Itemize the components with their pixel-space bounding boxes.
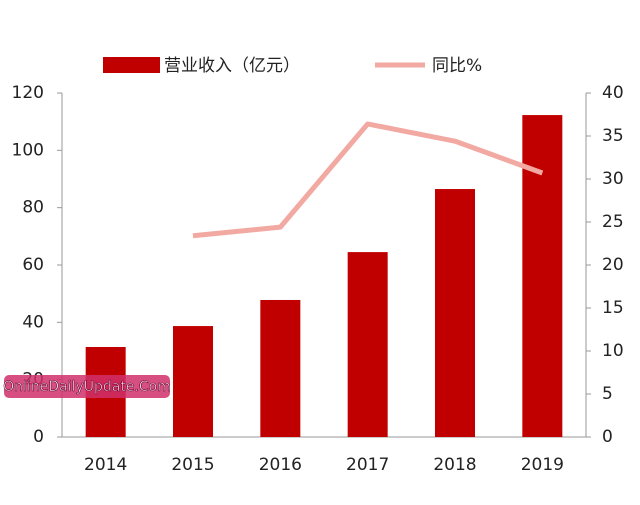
y2-tick-label: 35 xyxy=(602,126,624,146)
x-tick-label: 2016 xyxy=(259,455,302,475)
legend-label: 营业收入（亿元） xyxy=(164,56,300,76)
legend-label: 同比% xyxy=(432,56,482,76)
bar xyxy=(347,252,388,437)
y-tick-label: 0 xyxy=(33,427,44,447)
legend-swatch xyxy=(103,57,160,73)
watermark: OnlineDailyUpdate.Com xyxy=(3,379,171,395)
bar xyxy=(435,189,475,437)
y-tick-label: 100 xyxy=(12,140,44,160)
line xyxy=(192,121,544,239)
y2-tick-label: 15 xyxy=(602,298,624,318)
y-tick-label: 40 xyxy=(22,312,44,332)
y2-tick-label: 0 xyxy=(602,427,613,447)
bar xyxy=(173,326,213,437)
y-tick-label: 80 xyxy=(22,198,44,218)
y-tick-label: 120 xyxy=(12,83,44,103)
y2-tick-label: 10 xyxy=(602,341,624,361)
y2-tick-label: 30 xyxy=(602,169,624,189)
y2-tick-label: 20 xyxy=(602,255,624,275)
x-tick-label: 2019 xyxy=(521,455,564,475)
y2-tick-label: 5 xyxy=(602,384,613,404)
x-tick-label: 2014 xyxy=(84,455,127,475)
bar xyxy=(522,115,563,437)
bar xyxy=(260,299,301,437)
x-tick-label: 2018 xyxy=(433,455,476,475)
y-tick-label: 60 xyxy=(22,255,44,275)
y2-tick-label: 25 xyxy=(602,212,624,232)
watermark-box xyxy=(4,375,170,398)
y2-tick-label: 40 xyxy=(602,83,624,103)
x-tick-label: 2017 xyxy=(346,455,389,475)
x-tick-label: 2015 xyxy=(171,455,214,475)
